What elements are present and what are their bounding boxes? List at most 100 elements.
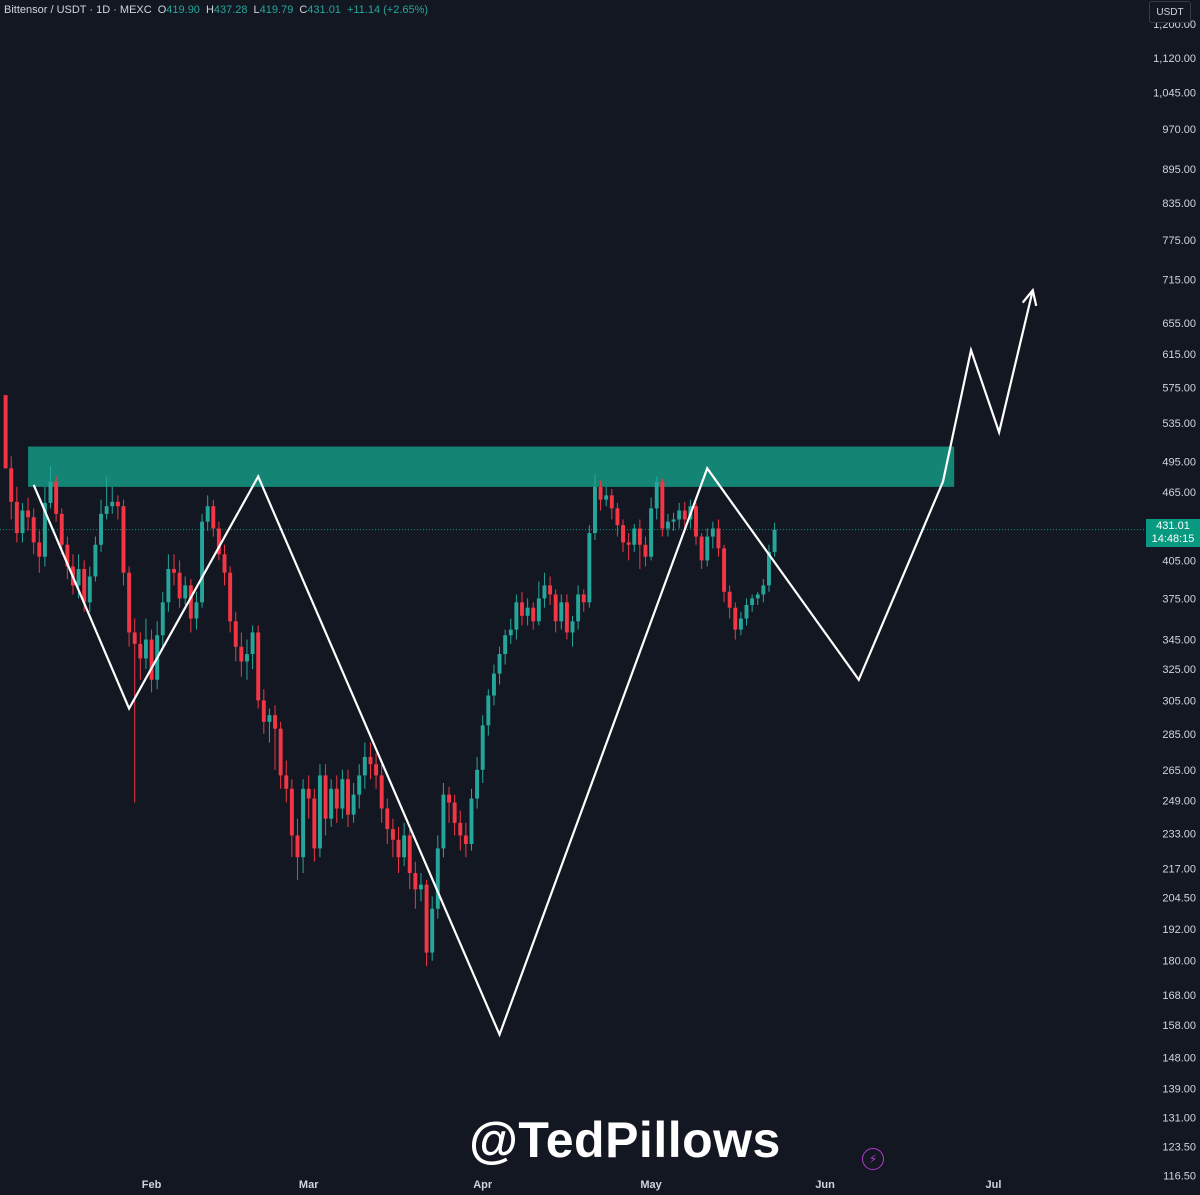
candle[interactable] bbox=[37, 530, 42, 573]
candle[interactable] bbox=[615, 502, 620, 537]
candle[interactable] bbox=[413, 861, 418, 909]
candle[interactable] bbox=[351, 783, 356, 823]
candle[interactable] bbox=[183, 576, 188, 605]
candle[interactable] bbox=[93, 536, 98, 582]
candle[interactable] bbox=[447, 786, 451, 823]
candle[interactable] bbox=[520, 591, 524, 626]
candle[interactable] bbox=[463, 822, 468, 858]
candle[interactable] bbox=[761, 579, 766, 603]
candle[interactable] bbox=[245, 639, 249, 680]
candle[interactable] bbox=[576, 585, 581, 630]
candle[interactable] bbox=[733, 602, 738, 640]
candle[interactable] bbox=[323, 764, 328, 836]
candle[interactable] bbox=[598, 480, 603, 511]
price-axis[interactable]: 1,200.001,120.001,045.00970.00895.00835.… bbox=[1153, 19, 1196, 1182]
candle[interactable] bbox=[26, 497, 31, 531]
symbol-title[interactable]: Bittensor / USDT · 1D · MEXC bbox=[4, 4, 152, 16]
candle[interactable] bbox=[329, 779, 334, 828]
candle[interactable] bbox=[665, 513, 670, 537]
candle[interactable] bbox=[716, 519, 721, 557]
candle[interactable] bbox=[188, 579, 193, 633]
candle[interactable] bbox=[284, 760, 289, 803]
candle[interactable] bbox=[525, 598, 530, 626]
candle[interactable] bbox=[205, 495, 210, 531]
candle[interactable] bbox=[9, 456, 14, 520]
candle[interactable] bbox=[256, 625, 261, 709]
candle[interactable] bbox=[531, 602, 536, 630]
candle[interactable] bbox=[87, 566, 92, 612]
candle[interactable] bbox=[222, 544, 227, 586]
candle[interactable] bbox=[402, 822, 407, 867]
candle[interactable] bbox=[42, 486, 47, 567]
candle[interactable] bbox=[149, 629, 154, 693]
candle[interactable] bbox=[677, 502, 682, 529]
candle[interactable] bbox=[121, 499, 126, 586]
candle[interactable] bbox=[143, 618, 148, 670]
candle[interactable] bbox=[177, 560, 182, 608]
candle[interactable] bbox=[211, 499, 216, 537]
candle[interactable] bbox=[14, 486, 19, 543]
candle[interactable] bbox=[138, 632, 143, 680]
candle[interactable] bbox=[301, 779, 306, 874]
candle[interactable] bbox=[228, 566, 233, 633]
candle[interactable] bbox=[497, 646, 502, 685]
candle[interactable] bbox=[508, 618, 513, 644]
candle[interactable] bbox=[54, 476, 59, 522]
candle[interactable] bbox=[115, 495, 120, 520]
candle[interactable] bbox=[278, 721, 283, 789]
candle[interactable] bbox=[722, 544, 727, 603]
candle[interactable] bbox=[626, 533, 631, 561]
candle[interactable] bbox=[643, 536, 648, 567]
candle[interactable] bbox=[334, 775, 339, 823]
candle[interactable] bbox=[660, 478, 665, 537]
candle[interactable] bbox=[317, 764, 322, 858]
candle[interactable] bbox=[738, 611, 743, 636]
lightning-bolt-icon[interactable]: ⚡ bbox=[862, 1148, 884, 1170]
candle[interactable] bbox=[267, 708, 272, 743]
candle[interactable] bbox=[649, 497, 654, 561]
candle[interactable] bbox=[570, 615, 575, 647]
candle[interactable] bbox=[710, 521, 715, 549]
candle[interactable] bbox=[216, 521, 221, 561]
candle[interactable] bbox=[609, 488, 614, 520]
candle[interactable] bbox=[239, 632, 244, 677]
candle[interactable] bbox=[564, 594, 569, 640]
candle[interactable] bbox=[536, 581, 541, 626]
candle[interactable] bbox=[755, 591, 760, 605]
candle[interactable] bbox=[469, 788, 474, 851]
candle[interactable] bbox=[250, 625, 255, 670]
candle[interactable] bbox=[514, 594, 519, 640]
candle[interactable] bbox=[390, 818, 395, 858]
candle[interactable] bbox=[340, 769, 345, 819]
candle[interactable] bbox=[261, 689, 266, 734]
candle[interactable] bbox=[396, 827, 401, 874]
candle[interactable] bbox=[20, 502, 25, 543]
candle[interactable] bbox=[475, 756, 480, 809]
candle[interactable] bbox=[132, 618, 137, 803]
candle[interactable] bbox=[31, 508, 36, 555]
candle[interactable] bbox=[699, 533, 704, 569]
candle[interactable] bbox=[604, 486, 609, 507]
candle[interactable] bbox=[548, 576, 553, 605]
candle[interactable] bbox=[637, 519, 642, 569]
currency-unit-button[interactable]: USDT bbox=[1149, 1, 1191, 23]
candle[interactable] bbox=[166, 554, 171, 612]
candle[interactable] bbox=[110, 486, 115, 514]
candle[interactable] bbox=[362, 742, 367, 789]
candle[interactable] bbox=[273, 705, 277, 770]
candle[interactable] bbox=[486, 689, 491, 736]
time-axis[interactable]: Feb Mar Apr May Jun Jul bbox=[142, 1179, 1002, 1191]
candle[interactable] bbox=[385, 798, 390, 845]
candle[interactable] bbox=[458, 810, 463, 851]
candle[interactable] bbox=[587, 525, 592, 608]
candle[interactable] bbox=[750, 594, 755, 612]
candle[interactable] bbox=[694, 502, 698, 545]
candle[interactable] bbox=[581, 589, 586, 612]
candle[interactable] bbox=[306, 775, 311, 819]
candle[interactable] bbox=[632, 523, 637, 552]
candle[interactable] bbox=[705, 528, 710, 567]
candle[interactable] bbox=[654, 476, 659, 520]
candle[interactable] bbox=[295, 818, 300, 880]
candle[interactable] bbox=[480, 715, 485, 784]
candle[interactable] bbox=[503, 629, 508, 665]
